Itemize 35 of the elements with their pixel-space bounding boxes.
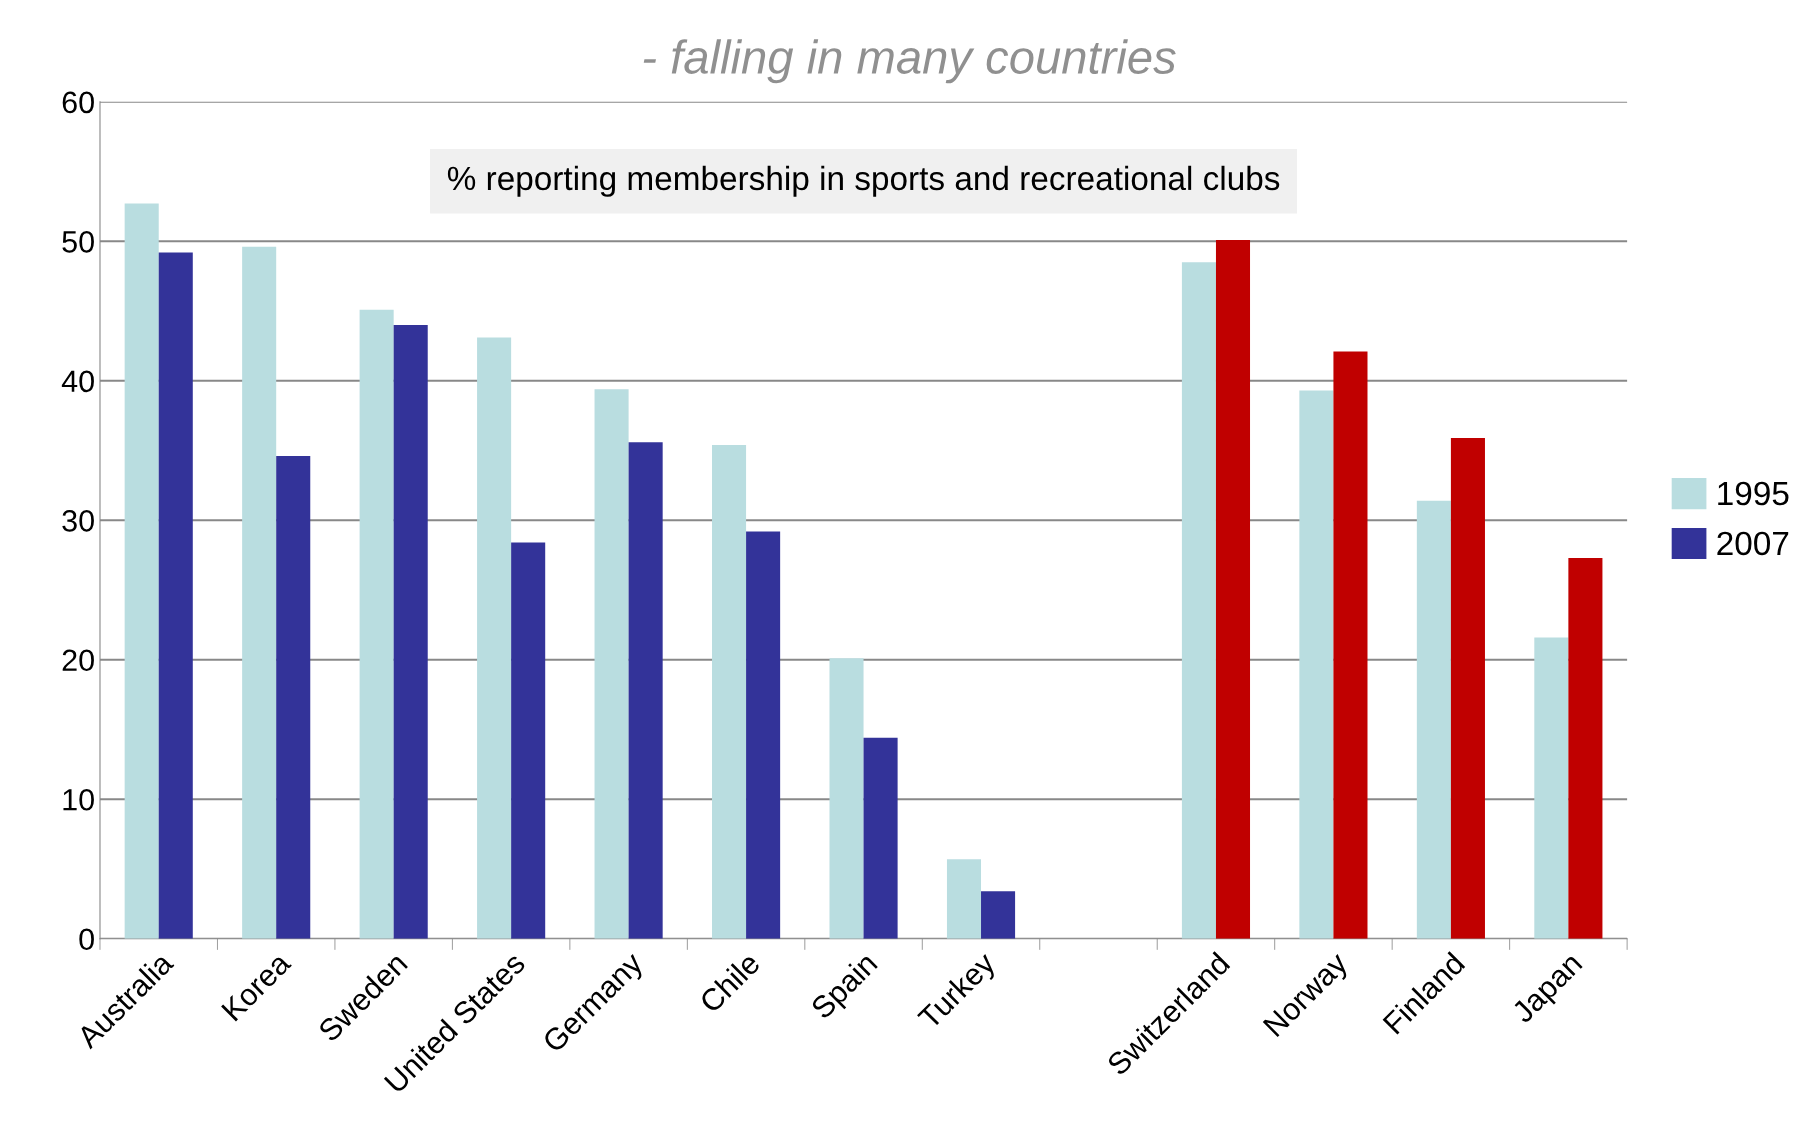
legend-label: 2007: [1717, 531, 1789, 556]
y-tick-label: 60: [62, 91, 94, 114]
bar: [276, 456, 311, 939]
bar: [829, 658, 864, 939]
bar: [594, 389, 629, 939]
bar: [511, 542, 546, 939]
bar: [1333, 351, 1368, 939]
y-tick-label: 10: [63, 788, 94, 811]
bar: [124, 203, 159, 939]
y-tick-label: 30: [62, 510, 94, 532]
bar: [1450, 437, 1485, 939]
chart-title: - falling in many countries: [643, 39, 1176, 84]
y-tick-label: 50: [62, 231, 94, 253]
bar: [158, 252, 193, 939]
bar: [863, 737, 898, 939]
annotation: % reporting membership in sports and recreational clubs: [447, 165, 1280, 197]
bar: [1534, 637, 1569, 939]
bar: [946, 859, 982, 939]
bar: [393, 324, 428, 939]
bar: [1416, 500, 1451, 939]
bar: [477, 337, 512, 939]
bar: [242, 246, 277, 939]
bar: [1181, 262, 1216, 939]
y-tick-label: 20: [62, 649, 94, 672]
bar: [628, 442, 663, 939]
bar: [746, 531, 781, 939]
bar: [359, 309, 394, 939]
bar: [1215, 239, 1251, 939]
legend-label: 1995: [1718, 481, 1789, 506]
bar: [712, 444, 747, 939]
bar: [1568, 557, 1603, 939]
bar: [981, 891, 1016, 939]
y-tick-label: 40: [61, 370, 94, 393]
y-tick-label: 0: [79, 928, 94, 951]
bar: [1299, 390, 1334, 939]
